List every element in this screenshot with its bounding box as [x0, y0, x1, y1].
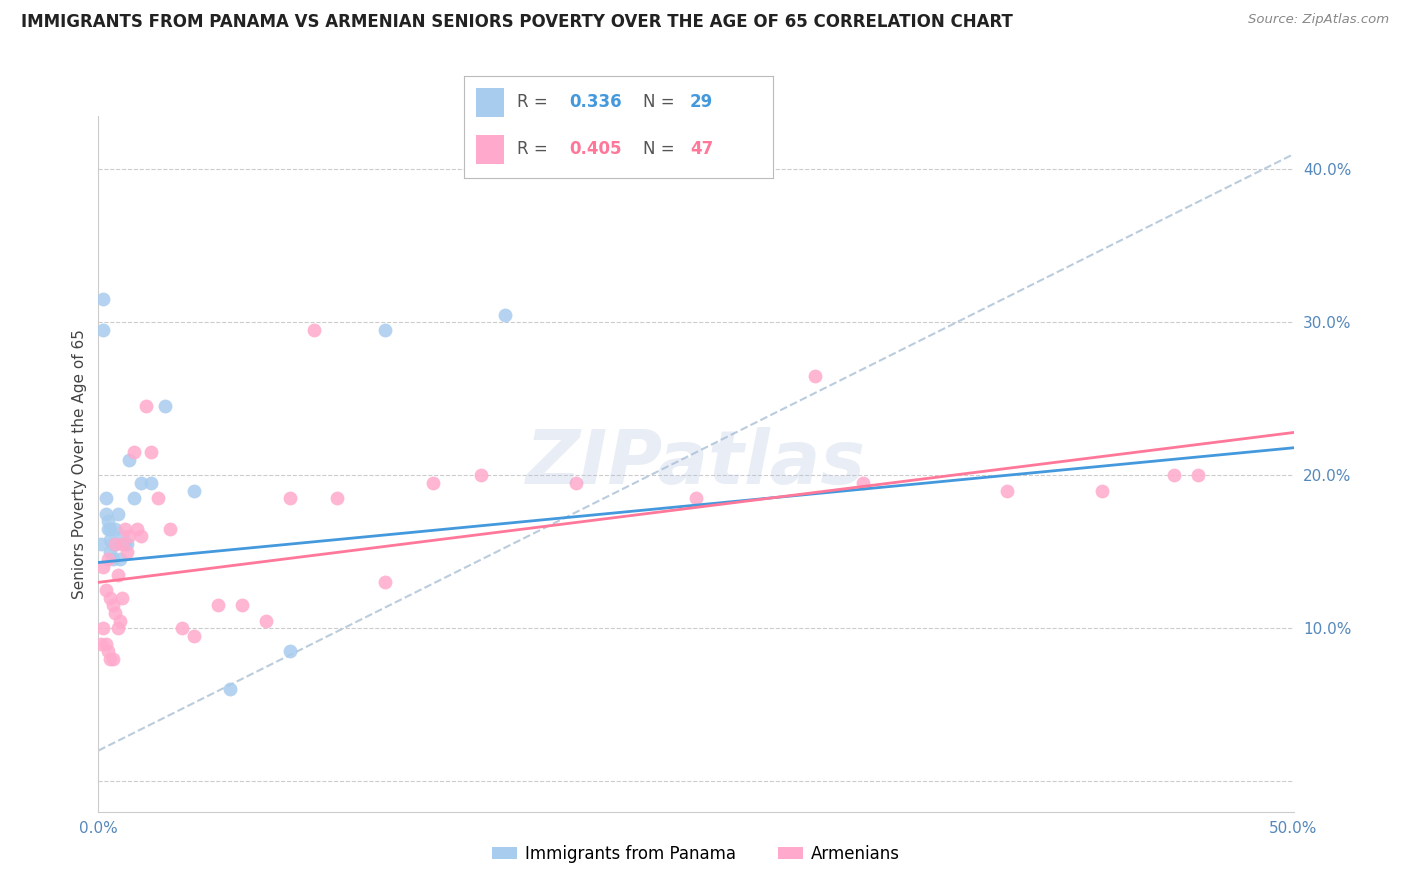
Point [139, 475, 162, 490]
Point [91, 560, 114, 574]
Point [94, 507, 117, 521]
Point [219, 682, 242, 697]
Point [1091, 483, 1114, 498]
Text: 0.336: 0.336 [569, 93, 621, 111]
Point [114, 522, 136, 536]
Point [107, 567, 129, 582]
Point [108, 614, 131, 628]
Point [101, 599, 124, 613]
Point [118, 453, 141, 467]
Text: 47: 47 [690, 140, 713, 158]
Point [118, 529, 141, 543]
Point [139, 445, 162, 459]
Text: IMMIGRANTS FROM PANAMA VS ARMENIAN SENIORS POVERTY OVER THE AGE OF 65 CORRELATIO: IMMIGRANTS FROM PANAMA VS ARMENIAN SENIO… [21, 13, 1012, 31]
Point [107, 507, 129, 521]
Point [124, 491, 146, 506]
Point [1187, 468, 1209, 483]
Point [207, 599, 229, 613]
Point [422, 475, 444, 490]
Point [98, 533, 122, 547]
Point [104, 522, 127, 536]
Point [98, 591, 122, 605]
Point [254, 614, 277, 628]
Point [470, 468, 492, 483]
Point [804, 368, 827, 383]
Point [685, 491, 707, 506]
Point [107, 621, 129, 635]
Point [94, 636, 117, 650]
Point [183, 629, 205, 643]
Text: ZIPatlas: ZIPatlas [526, 427, 866, 500]
Point [155, 400, 177, 414]
Point [98, 545, 122, 559]
Legend: Immigrants from Panama, Armenians: Immigrants from Panama, Armenians [485, 838, 907, 870]
Point [183, 483, 205, 498]
Point [111, 529, 134, 543]
Point [98, 652, 122, 666]
Point [326, 491, 349, 506]
Point [374, 323, 396, 337]
Point [135, 400, 157, 414]
Point [565, 475, 588, 490]
Point [115, 537, 138, 551]
Point [91, 323, 114, 337]
Text: R =: R = [516, 140, 553, 158]
Text: Source: ZipAtlas.com: Source: ZipAtlas.com [1249, 13, 1389, 27]
Point [90, 636, 112, 650]
Text: N =: N = [644, 140, 681, 158]
Point [374, 575, 396, 590]
Point [97, 552, 120, 566]
Point [172, 621, 194, 635]
Point [278, 491, 301, 506]
Point [114, 537, 136, 551]
Point [97, 514, 120, 528]
Point [111, 591, 134, 605]
Bar [477, 88, 505, 117]
Point [231, 599, 253, 613]
Point [852, 475, 875, 490]
Point [104, 606, 127, 620]
Point [302, 323, 325, 337]
Point [91, 621, 114, 635]
Text: N =: N = [644, 93, 681, 111]
Point [995, 483, 1018, 498]
Text: 0.405: 0.405 [569, 140, 621, 158]
Point [94, 491, 117, 506]
Point [104, 537, 127, 551]
Point [101, 537, 124, 551]
Point [494, 308, 516, 322]
Y-axis label: Seniors Poverty Over the Age of 65: Seniors Poverty Over the Age of 65 [72, 329, 87, 599]
Point [101, 552, 124, 566]
Point [124, 445, 146, 459]
Text: 29: 29 [690, 93, 713, 111]
Point [111, 537, 134, 551]
Point [278, 644, 301, 658]
Point [104, 537, 127, 551]
Point [101, 652, 124, 666]
Point [1163, 468, 1185, 483]
Point [131, 529, 153, 543]
Point [159, 522, 181, 536]
Point [97, 644, 120, 658]
Point [148, 491, 170, 506]
Point [125, 522, 148, 536]
Point [98, 522, 122, 536]
Point [108, 552, 131, 566]
Point [97, 522, 120, 536]
Point [115, 545, 138, 559]
Point [91, 293, 114, 307]
Bar [477, 136, 505, 164]
Point [94, 582, 117, 597]
Text: R =: R = [516, 93, 553, 111]
Point [90, 537, 112, 551]
Point [131, 475, 153, 490]
